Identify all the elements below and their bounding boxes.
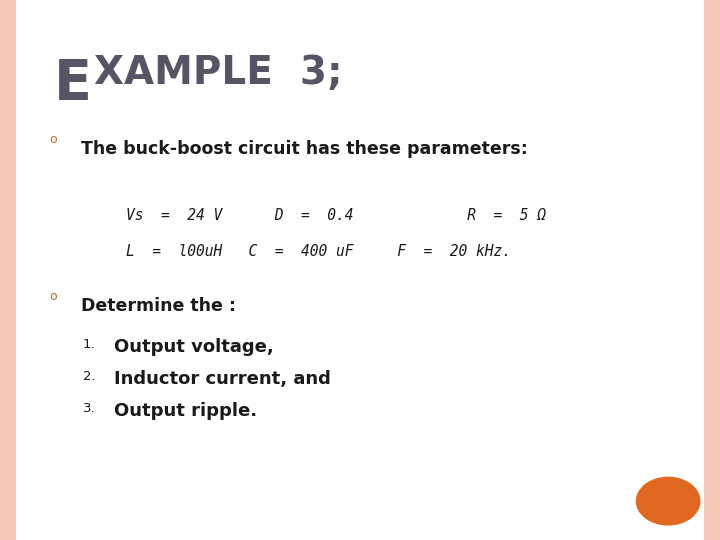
- FancyBboxPatch shape: [704, 0, 720, 540]
- Text: o: o: [49, 290, 57, 303]
- Text: The buck-boost circuit has these parameters:: The buck-boost circuit has these paramet…: [81, 140, 528, 158]
- Text: L  =  l00uH   C  =  400 uF     F  =  20 kHz.: L = l00uH C = 400 uF F = 20 kHz.: [126, 244, 511, 259]
- Text: XAMPLE  3;: XAMPLE 3;: [94, 54, 342, 92]
- Text: o: o: [49, 133, 57, 146]
- Text: Output voltage,: Output voltage,: [114, 338, 274, 355]
- Text: E: E: [54, 57, 92, 111]
- Text: Vs  =  24 V      D  =  0.4             R  =  5 Ω: Vs = 24 V D = 0.4 R = 5 Ω: [126, 208, 546, 223]
- FancyBboxPatch shape: [0, 0, 16, 540]
- Text: 1.: 1.: [83, 338, 96, 350]
- Text: 3.: 3.: [83, 402, 96, 415]
- Text: 2.: 2.: [83, 370, 96, 383]
- Text: Output ripple.: Output ripple.: [114, 402, 257, 420]
- Text: Inductor current, and: Inductor current, and: [114, 370, 330, 388]
- Text: Determine the :: Determine the :: [81, 297, 236, 315]
- Circle shape: [636, 477, 700, 525]
